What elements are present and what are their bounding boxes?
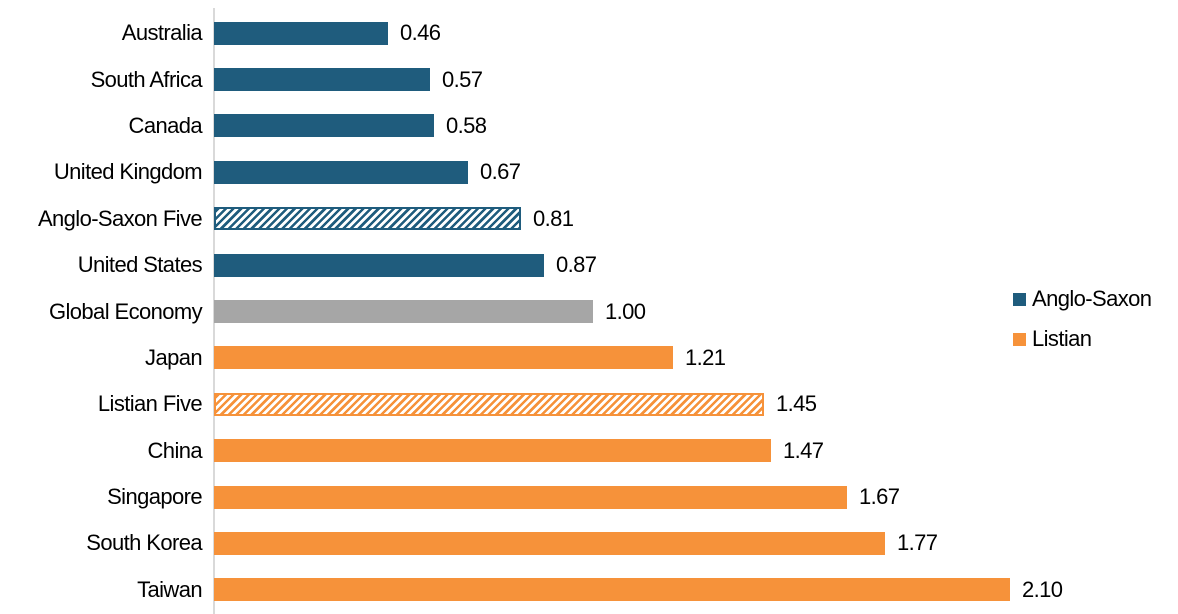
legend-item-anglo-saxon: Anglo-Saxon: [1013, 286, 1152, 312]
value-label: 1.21: [685, 344, 726, 370]
bar-track: 1.67: [214, 474, 1178, 520]
bar-track: 1.45: [214, 381, 1178, 427]
category-label: United States: [77, 252, 203, 278]
bar: [214, 346, 673, 370]
bar-track: 0.46: [214, 10, 1178, 56]
bar-track: 1.47: [214, 428, 1178, 474]
bar: [214, 531, 885, 555]
category-label: Singapore: [107, 484, 203, 510]
value-label: 1.47: [783, 437, 824, 463]
category-label: South Africa: [90, 66, 203, 92]
bar: [214, 485, 847, 509]
bar-track: 0.57: [214, 56, 1178, 102]
legend-swatch-icon: [1013, 292, 1026, 306]
legend-label: Listian: [1032, 326, 1092, 351]
bar-hatched: [214, 207, 521, 231]
legend: Anglo-Saxon Listian: [1013, 286, 1152, 352]
bar-row: Australia 0.46: [0, 10, 1178, 56]
bar-row: Japan 1.21: [0, 335, 1178, 381]
bar-row: Singapore 1.67: [0, 474, 1178, 520]
value-label: 0.81: [533, 205, 574, 231]
bar-track: 1.77: [214, 520, 1178, 566]
bar: [214, 439, 771, 463]
bar: [214, 300, 593, 324]
bar-rows: Australia 0.46 South Africa 0.57 Canada 0.58 U…: [0, 10, 1178, 613]
bar-row: Anglo-Saxon Five 0.81: [0, 196, 1178, 242]
value-label: 1.45: [776, 391, 817, 417]
bar: [214, 114, 434, 138]
bar-hatched: [214, 392, 764, 416]
category-label: Australia: [121, 20, 203, 46]
bar-track: 0.81: [214, 196, 1178, 242]
bar: [214, 253, 544, 277]
category-label: United Kingdom: [53, 159, 203, 185]
bar-track: 1.21: [214, 335, 1178, 381]
value-label: 0.58: [446, 112, 487, 138]
value-label: 2.10: [1022, 576, 1063, 602]
bar-row: South Korea 1.77: [0, 520, 1178, 566]
bar: [214, 160, 468, 184]
bar-row: Canada 0.58: [0, 103, 1178, 149]
bar: [214, 578, 1010, 602]
bar-row: Taiwan 2.10: [0, 567, 1178, 613]
value-label: 1.67: [859, 484, 900, 510]
category-label: Listian Five: [97, 391, 203, 417]
category-label: Global Economy: [48, 298, 203, 324]
bar-row: South Africa 0.57: [0, 56, 1178, 102]
category-label: China: [147, 437, 203, 463]
value-label: 0.87: [556, 252, 597, 278]
bar-track: 0.58: [214, 103, 1178, 149]
value-label: 1.77: [897, 530, 938, 556]
category-label: Canada: [128, 112, 203, 138]
legend-item-listian: Listian: [1013, 326, 1151, 352]
legend-label: Anglo-Saxon: [1032, 286, 1152, 311]
bar: [214, 68, 430, 92]
category-label: South Korea: [86, 530, 202, 556]
bar-track: 2.10: [214, 567, 1178, 613]
value-label: 0.46: [400, 20, 441, 46]
bar-row: China 1.47: [0, 428, 1178, 474]
bar-row: United States 0.87: [0, 242, 1178, 288]
legend-swatch-icon: [1013, 332, 1026, 346]
bar-row: Global Economy 1.00: [0, 288, 1178, 334]
value-label: 0.57: [442, 66, 483, 92]
value-label: 1.00: [605, 298, 646, 324]
bar-row: United Kingdom 0.67: [0, 149, 1178, 195]
category-label: Taiwan: [137, 576, 202, 602]
bar-track: 0.67: [214, 149, 1178, 195]
bar-track: 0.87: [214, 242, 1178, 288]
bar-row: Listian Five 1.45: [0, 381, 1178, 427]
bar: [214, 21, 388, 45]
category-label: Japan: [145, 344, 203, 370]
bar-track: 1.00: [214, 288, 1178, 334]
category-label: Anglo-Saxon Five: [37, 205, 203, 231]
value-label: 0.67: [480, 159, 521, 185]
